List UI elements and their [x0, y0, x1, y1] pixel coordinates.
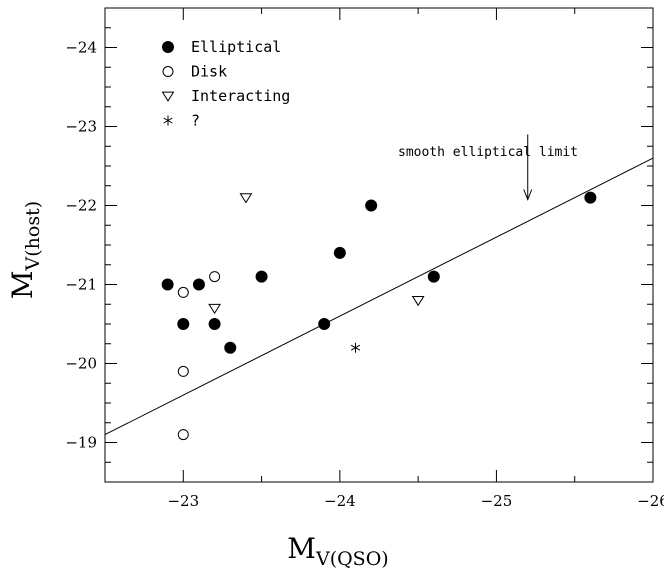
point-elliptical: [318, 318, 331, 330]
x-axis-label-main: M: [287, 532, 316, 565]
limit-line: [104, 157, 654, 436]
legend-marker-elliptical: [162, 41, 174, 53]
point-interacting: [239, 193, 253, 204]
y-tick-label: −24: [65, 39, 97, 57]
y-axis-label-main: M: [6, 270, 39, 299]
asterisk-stroke: [163, 117, 173, 124]
x-axis-label-sub: V(QSO): [315, 548, 389, 570]
legend-label-unknown: ?: [191, 112, 200, 130]
asterisk-stroke: [350, 344, 361, 351]
legend-label-interacting: Interacting: [191, 87, 290, 105]
point-elliptical: [427, 270, 440, 283]
axis-tick-labels: −23 −24 −25 −26 −19 −20 −21 −22 −23 −24: [65, 39, 664, 511]
y-axis-label: MV(host): [6, 201, 44, 299]
y-axis-label-sub: V(host): [22, 201, 44, 272]
x-tick-label: −23: [167, 492, 199, 510]
y-tick-label: −22: [65, 197, 97, 215]
plot-frame: [104, 7, 654, 483]
smooth-elliptical-limit-line: [104, 157, 654, 436]
legend: Elliptical Disk Interacting?: [161, 38, 290, 130]
x-axis-label: MV(QSO): [287, 532, 388, 570]
point-disk: [177, 286, 189, 298]
point-elliptical: [333, 246, 346, 259]
legend-label-elliptical: Elliptical: [191, 38, 281, 56]
x-tick-label: −25: [481, 492, 513, 510]
point-unknown: [350, 342, 361, 353]
point-elliptical: [192, 278, 205, 291]
point-interacting: [411, 295, 425, 307]
legend-marker-interacting: [161, 91, 175, 102]
axis-ticks: [104, 7, 654, 483]
y-tick-label: −19: [65, 434, 97, 452]
point-elliptical: [161, 278, 174, 291]
legend-marker-disk: [162, 66, 174, 77]
x-tick-label: −26: [637, 492, 664, 510]
point-interacting: [208, 303, 222, 315]
y-tick-label: −23: [65, 118, 97, 136]
point-elliptical: [224, 341, 237, 354]
annotation-arrow-head: [523, 189, 533, 201]
data-points: [161, 191, 597, 441]
x-tick-label: −24: [324, 492, 356, 510]
legend-label-disk: Disk: [191, 63, 227, 81]
y-tick-label: −21: [65, 276, 97, 294]
point-disk: [177, 429, 189, 441]
point-disk: [209, 271, 221, 283]
legend-marker-unknown: [163, 115, 173, 126]
point-elliptical: [208, 318, 221, 330]
point-elliptical: [255, 270, 268, 283]
point-elliptical: [365, 199, 378, 212]
y-tick-label: −20: [65, 355, 97, 373]
plot-border: [104, 7, 654, 483]
annotation-label: smooth elliptical limit: [398, 145, 578, 160]
point-elliptical: [177, 318, 190, 330]
point-disk: [177, 365, 189, 377]
point-elliptical: [584, 191, 597, 204]
annotation: smooth elliptical limit: [398, 134, 578, 201]
